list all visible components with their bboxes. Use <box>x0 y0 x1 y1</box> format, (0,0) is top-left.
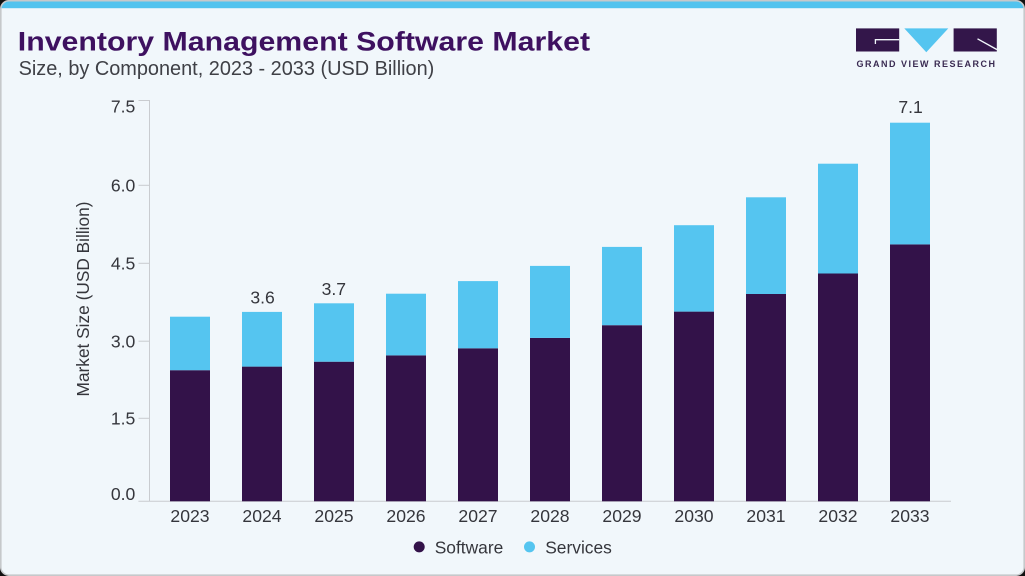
svg-text:3.7: 3.7 <box>322 279 346 299</box>
svg-text:Services: Services <box>545 537 612 557</box>
svg-text:2028: 2028 <box>530 506 569 526</box>
svg-text:2027: 2027 <box>458 506 497 526</box>
svg-text:Inventory Management Software: Inventory Management Software Market <box>18 27 591 57</box>
svg-text:4.5: 4.5 <box>111 254 136 274</box>
svg-text:GRAND VIEW RESEARCH: GRAND VIEW RESEARCH <box>856 59 996 69</box>
svg-text:Market Size (USD Billion): Market Size (USD Billion) <box>73 202 93 397</box>
svg-text:3.6: 3.6 <box>250 287 275 307</box>
svg-text:2030: 2030 <box>674 506 713 526</box>
svg-text:7.1: 7.1 <box>898 97 922 117</box>
svg-text:3.0: 3.0 <box>111 331 136 351</box>
svg-text:2024: 2024 <box>242 506 281 526</box>
svg-text:2023: 2023 <box>170 506 209 526</box>
svg-text:2026: 2026 <box>386 506 425 526</box>
svg-text:2031: 2031 <box>746 506 785 526</box>
svg-text:Software: Software <box>435 537 504 557</box>
svg-text:6.0: 6.0 <box>111 175 136 195</box>
svg-text:7.5: 7.5 <box>111 97 136 117</box>
svg-text:0.0: 0.0 <box>111 484 136 504</box>
svg-text:2025: 2025 <box>314 506 353 526</box>
svg-text:2033: 2033 <box>890 506 929 526</box>
svg-text:2032: 2032 <box>818 506 857 526</box>
svg-text:Size, by Component, 2023 - 203: Size, by Component, 2023 - 2033 (USD Bil… <box>19 58 435 80</box>
svg-text:2029: 2029 <box>602 506 641 526</box>
svg-text:1.5: 1.5 <box>111 409 136 429</box>
